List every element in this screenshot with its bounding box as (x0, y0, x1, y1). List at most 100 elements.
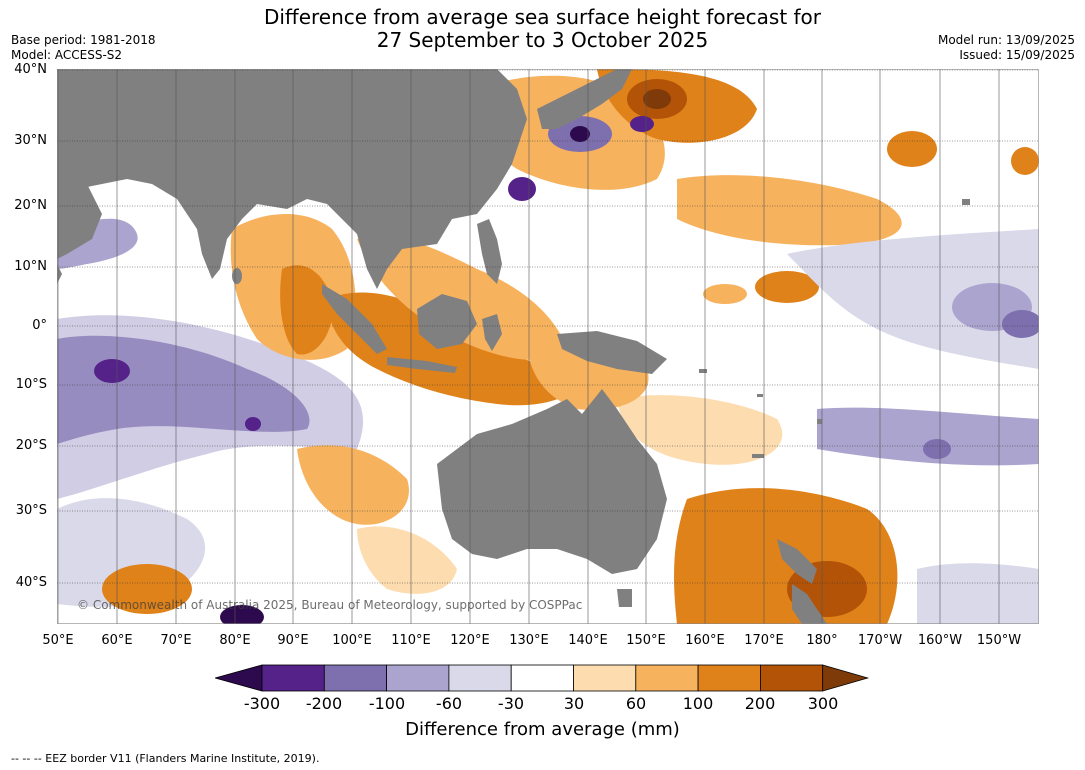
legend-tick: 30 (563, 694, 585, 713)
legend-tick: -200 (305, 694, 343, 713)
lat-label-20n: 20°N (14, 198, 47, 213)
lat-label-30s: 30°S (15, 503, 47, 518)
pacific-island (817, 419, 822, 424)
lon-label-70e: 70°E (160, 633, 192, 648)
graticule (57, 69, 1039, 624)
legend-swatch (635, 664, 699, 692)
positive-anomaly-region (617, 395, 783, 465)
land-masses (57, 69, 970, 624)
lon-label-160e: 160°E (685, 633, 725, 648)
lat-label-40n: 40°N (14, 62, 47, 77)
lon-label-130e: 130°E (509, 633, 549, 648)
positive-anomaly-region (102, 564, 192, 614)
new-zealand-landmass (792, 584, 827, 624)
positive-anomaly-region (297, 445, 409, 525)
pacific-island (757, 394, 763, 397)
legend-swatch (510, 664, 574, 692)
asia-landmass (57, 69, 527, 289)
sea-surface-height-map (57, 69, 1039, 624)
legend-tick: -60 (435, 694, 463, 713)
negative-anomaly-region (917, 563, 1039, 624)
arabia-landmass (57, 179, 102, 259)
legend-tick: 200 (744, 694, 776, 713)
lon-label-120e: 120°E (450, 633, 490, 648)
legend-title: Difference from average (mm) (405, 719, 680, 740)
legend-arrow-min (215, 664, 263, 692)
colorbar-legend (215, 664, 870, 692)
borneo-landmass (417, 294, 477, 349)
lon-label-90e: 90°E (277, 633, 309, 648)
negative-anomaly-region (94, 359, 130, 383)
lon-label-110e: 110°E (391, 633, 431, 648)
legend-tick: 300 (807, 694, 839, 713)
negative-anomaly-region (1002, 310, 1039, 338)
legend-tick: 100 (682, 694, 714, 713)
pacific-island (699, 369, 707, 373)
meta-right: Model run: 13/09/2025 Issued: 15/09/2025 (938, 33, 1075, 63)
lon-label-100e: 100°E (332, 633, 372, 648)
negative-anomaly-region (245, 417, 261, 431)
negative-anomaly-region (630, 116, 654, 132)
negative-anomaly-region (787, 229, 1039, 369)
lon-label-160w: 160°W (917, 633, 963, 648)
lon-label-180: 180° (806, 633, 838, 648)
negative-anomaly-region (508, 177, 536, 201)
lon-label-50e: 50°E (42, 633, 74, 648)
anomaly-field (57, 69, 1039, 624)
legend-tick: -300 (243, 694, 281, 713)
lat-label-equator: 0° (32, 318, 47, 333)
base-period-text: Base period: 1981-2018 (11, 33, 156, 47)
lon-label-150e: 150°E (626, 633, 666, 648)
legend-tick: 60 (625, 694, 647, 713)
lat-label-30n: 30°N (14, 133, 47, 148)
legend-swatch (323, 664, 388, 692)
philippines-landmass (477, 219, 502, 284)
lon-label-60e: 60°E (101, 633, 133, 648)
japan-landmass (537, 69, 632, 129)
lat-label-40s: 40°S (15, 575, 47, 590)
legend-swatch (448, 664, 512, 692)
model-text: Model: ACCESS-S2 (11, 48, 123, 62)
lon-label-170w: 170°W (857, 633, 903, 648)
lon-label-80e: 80°E (219, 633, 251, 648)
map-title-line2: 27 September to 3 October 2025 (376, 28, 709, 52)
legend-swatch (386, 664, 450, 692)
map-frame (57, 69, 1039, 624)
lat-label-10s: 10°S (15, 377, 47, 392)
legend-swatch (261, 664, 325, 692)
positive-anomaly-region (327, 292, 577, 406)
lon-label-140e: 140°E (568, 633, 608, 648)
positive-anomaly-region (887, 131, 937, 167)
negative-anomaly-region (923, 439, 951, 459)
meta-left: Base period: 1981-2018 Model: ACCESS-S2 (11, 33, 156, 63)
positive-anomaly-region (703, 284, 747, 304)
pacific-island (752, 454, 764, 458)
lon-label-170e: 170°E (744, 633, 784, 648)
new-guinea-landmass (557, 331, 667, 374)
sri-lanka-landmass (232, 268, 242, 284)
positive-anomaly-region (357, 526, 457, 594)
positive-anomaly-region (643, 89, 671, 109)
australia-landmass (437, 389, 667, 574)
positive-anomaly-region (755, 271, 819, 303)
sulawesi-landmass (482, 314, 502, 351)
issued-text: Issued: 15/09/2025 (959, 48, 1075, 62)
negative-anomaly-region (570, 126, 590, 142)
copyright-notice: © Commonwealth of Australia 2025, Bureau… (77, 598, 583, 612)
legend-tick: -100 (368, 694, 406, 713)
legend-arrow-max (822, 664, 870, 692)
lon-label-150w: 150°W (976, 633, 1022, 648)
tasmania-landmass (617, 589, 632, 607)
positive-anomaly-region (677, 175, 902, 246)
sumatra-landmass (322, 284, 387, 354)
legend-tick: -30 (497, 694, 525, 713)
negative-anomaly-region (57, 315, 364, 499)
new-zealand-landmass (777, 539, 817, 584)
java-landmass (387, 357, 457, 373)
negative-anomaly-region (817, 407, 1039, 466)
lat-label-10n: 10°N (14, 259, 47, 274)
model-run-text: Model run: 13/09/2025 (937, 33, 1075, 47)
pacific-island (962, 199, 970, 205)
legend-swatch (573, 664, 637, 692)
negative-anomaly-region (220, 605, 264, 624)
